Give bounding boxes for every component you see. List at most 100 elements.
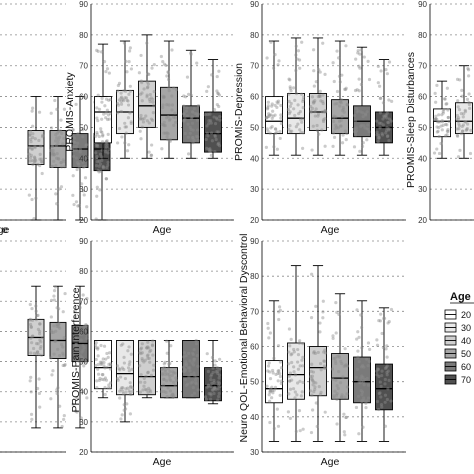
data-point [439, 141, 443, 146]
data-point [171, 392, 175, 397]
data-point [353, 88, 358, 93]
data-point [106, 151, 110, 155]
data-point [381, 123, 385, 127]
data-point [264, 116, 269, 120]
data-point [49, 356, 53, 360]
data-point [149, 117, 154, 121]
data-point [189, 117, 194, 121]
data-point [101, 357, 105, 361]
data-point [440, 128, 444, 132]
data-point [439, 124, 443, 128]
data-point [169, 378, 173, 383]
data-point [209, 384, 213, 389]
data-point [138, 129, 142, 133]
data-point [119, 102, 124, 106]
data-point [457, 127, 461, 131]
data-point [108, 386, 113, 390]
data-point [387, 378, 391, 383]
data-point [213, 133, 217, 137]
data-point [100, 360, 104, 364]
data-point [301, 146, 305, 150]
data-point [160, 147, 164, 151]
data-point [49, 397, 53, 401]
data-point [272, 145, 276, 149]
data-point [84, 143, 88, 148]
data-point [273, 385, 278, 389]
box-30 [287, 93, 305, 135]
data-point [356, 349, 360, 353]
data-point [383, 424, 388, 428]
data-point [144, 114, 148, 118]
data-point [207, 122, 211, 126]
data-point [27, 152, 31, 156]
data-point [320, 128, 324, 132]
data-point [115, 376, 120, 381]
data-point [344, 44, 348, 48]
data-point [216, 387, 220, 391]
data-point [377, 374, 381, 379]
data-point [100, 373, 104, 377]
y-tick-label: 90 [79, 237, 88, 246]
data-point [181, 365, 186, 369]
y-tick-label: 60 [79, 327, 88, 336]
data-point [182, 112, 186, 116]
data-point [366, 363, 370, 368]
data-point [276, 424, 281, 428]
data-point [39, 340, 43, 344]
data-point [343, 364, 348, 368]
data-point [115, 89, 120, 93]
data-point [35, 350, 39, 354]
data-point [276, 101, 280, 105]
data-point [317, 93, 322, 98]
data-point [184, 383, 189, 387]
data-point [74, 347, 78, 351]
data-point [38, 157, 42, 161]
data-point [345, 364, 350, 368]
data-point [61, 351, 65, 355]
data-point [464, 120, 468, 124]
data-point [385, 370, 389, 375]
data-point [96, 372, 101, 376]
data-point [310, 408, 315, 412]
data-point [167, 372, 171, 377]
y-tick-label: 50 [79, 123, 88, 132]
data-point [75, 396, 79, 400]
data-point [117, 98, 122, 102]
data-point [380, 131, 384, 136]
data-point [55, 306, 59, 310]
panel-5 [0, 240, 89, 453]
data-point [460, 124, 464, 129]
data-point [55, 324, 59, 329]
data-point [139, 116, 143, 120]
data-point [162, 366, 167, 370]
data-point [121, 97, 125, 102]
data-point [118, 389, 122, 393]
data-point [318, 392, 322, 397]
data-point [29, 140, 33, 144]
data-point [50, 330, 54, 335]
data-point [354, 133, 358, 137]
data-point [81, 128, 85, 132]
data-point [146, 340, 150, 344]
data-point [367, 359, 371, 363]
data-point [380, 405, 384, 409]
data-point [360, 374, 364, 378]
data-point [382, 316, 386, 321]
data-point [54, 139, 58, 143]
data-point [358, 66, 362, 70]
x-axis-title-fragment: e [2, 224, 8, 236]
data-point [207, 391, 211, 396]
data-point [137, 71, 141, 75]
data-point [149, 153, 153, 157]
data-point [139, 53, 143, 58]
data-point [192, 357, 197, 361]
data-point [52, 289, 57, 293]
data-point [456, 119, 460, 124]
data-point [359, 82, 363, 87]
data-point [339, 118, 343, 122]
data-point [457, 116, 461, 120]
data-point [85, 333, 89, 337]
data-point [74, 156, 79, 160]
data-point [213, 386, 217, 390]
data-point [213, 359, 217, 363]
